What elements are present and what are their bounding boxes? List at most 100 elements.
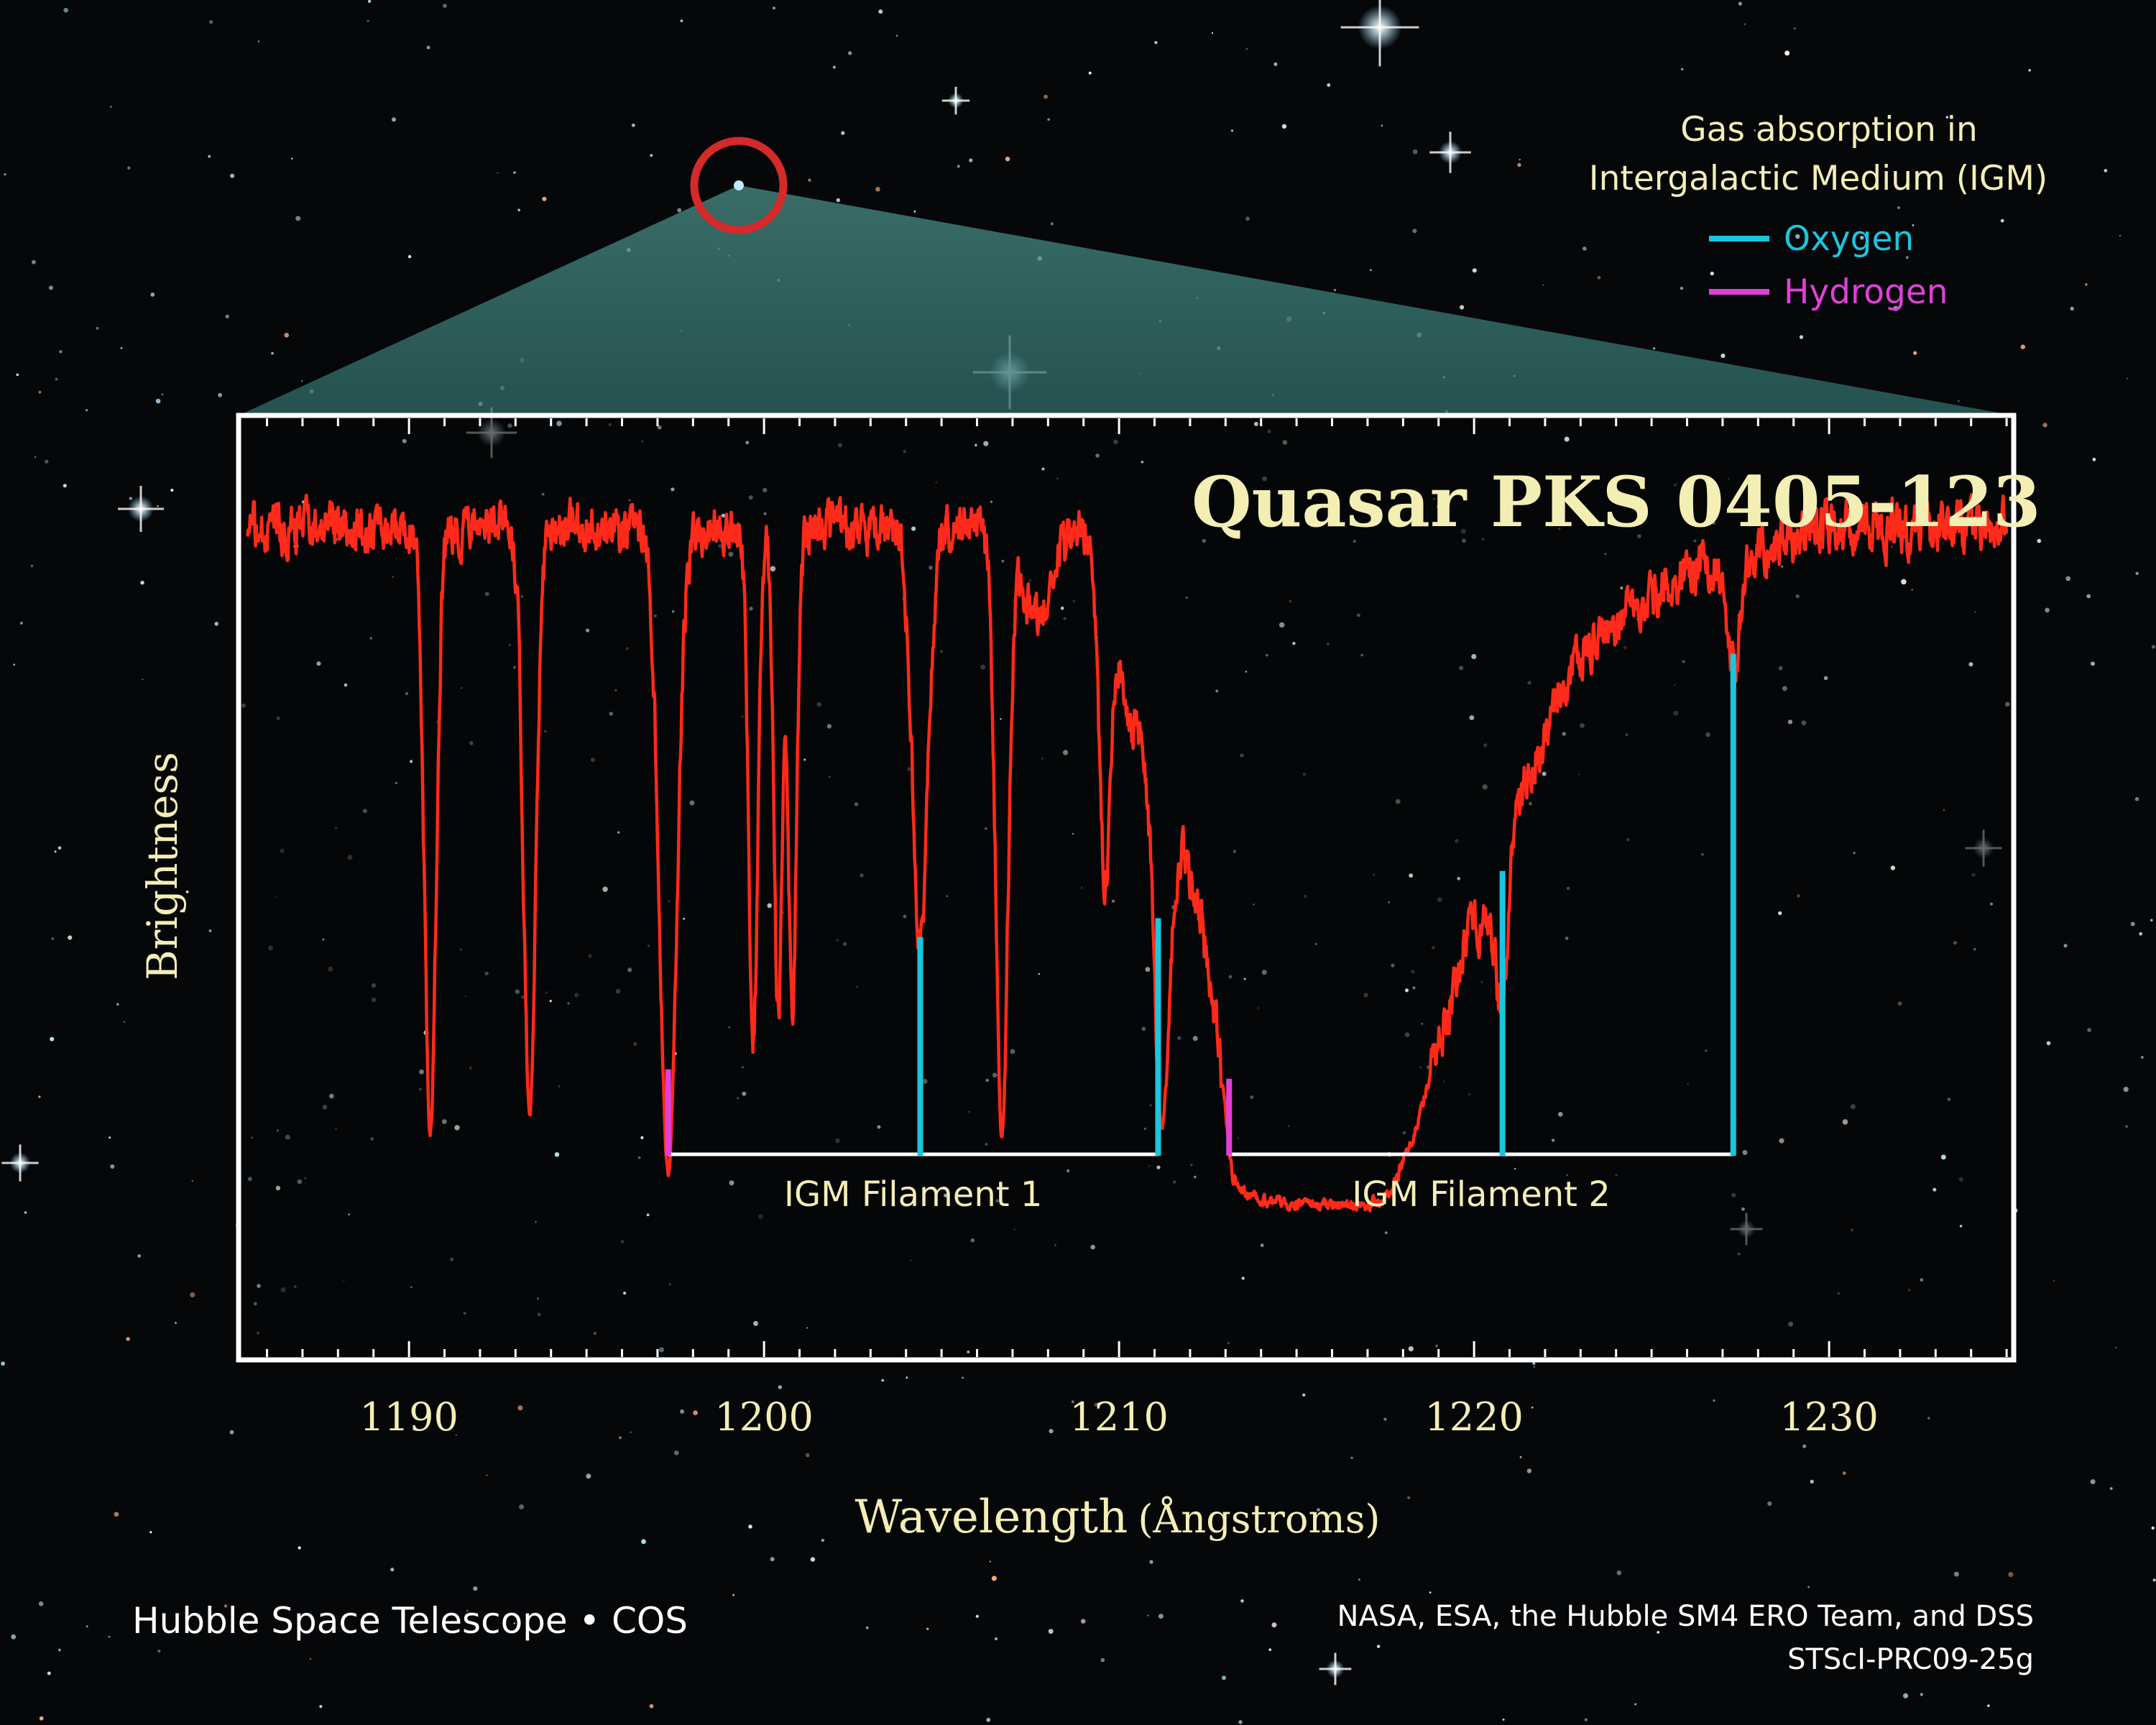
star: [157, 505, 159, 507]
star: [1376, 1644, 1381, 1648]
star: [1094, 1402, 1098, 1407]
star: [402, 438, 407, 443]
star: [2127, 377, 2128, 380]
star-spike: [1429, 132, 1471, 173]
star: [1502, 1719, 1505, 1721]
star: [1920, 1278, 1924, 1282]
star: [1408, 1346, 1414, 1352]
star: [1261, 970, 1267, 975]
star: [86, 1625, 88, 1628]
star: [1720, 353, 1726, 359]
star: [586, 1473, 591, 1479]
star: [329, 1093, 334, 1099]
star: [1472, 268, 1477, 273]
star: [770, 566, 776, 572]
star: [142, 678, 144, 681]
star: [1215, 689, 1219, 693]
star: [1519, 1456, 1522, 1458]
star: [640, 1136, 644, 1139]
star: [1564, 436, 1570, 442]
star: [1409, 873, 1414, 878]
star: [301, 380, 303, 382]
star: [1744, 23, 1746, 25]
star: [1080, 1619, 1086, 1624]
star: [1904, 1660, 1907, 1662]
star: [617, 831, 620, 834]
legend-hydrogen-label: Hydrogen: [1784, 272, 1948, 312]
star: [967, 1351, 970, 1353]
star: [732, 1593, 735, 1596]
star: [170, 488, 174, 492]
star: [1111, 899, 1115, 903]
star: [1584, 1718, 1588, 1721]
star: [841, 131, 845, 135]
star: [1945, 116, 1949, 119]
star: [298, 1546, 301, 1550]
star: [1044, 94, 1048, 99]
star: [1317, 1508, 1320, 1512]
star: [1230, 129, 1234, 132]
star-spike: [1, 1144, 39, 1182]
star: [1959, 1225, 1963, 1228]
star: [1407, 1496, 1411, 1499]
star: [1910, 132, 1912, 134]
star: [110, 1164, 115, 1169]
star: [906, 1376, 908, 1379]
star: [1508, 476, 1514, 482]
star: [486, 1474, 488, 1476]
star: [257, 1284, 261, 1288]
star: [348, 1213, 351, 1216]
star: [1767, 1501, 1772, 1506]
star-spike: [1319, 1652, 1352, 1685]
star: [2017, 1612, 2020, 1615]
credit-agencies: NASA, ESA, the Hubble SM4 ERO Team, and …: [1337, 1600, 2034, 1633]
star: [1149, 1560, 1153, 1564]
star: [1469, 715, 1475, 720]
star: [1000, 718, 1002, 720]
star: [1358, 1578, 1360, 1581]
star: [1940, 1154, 1946, 1160]
star: [214, 622, 219, 626]
star: [1842, 1471, 1846, 1476]
legend-oxygen-label: Oxygen: [1784, 219, 1914, 259]
star: [1071, 1400, 1074, 1404]
star: [513, 171, 516, 174]
star: [1533, 1366, 1535, 1368]
star: [116, 1003, 119, 1006]
star: [2119, 234, 2122, 237]
x-tick-label: 1210: [1069, 1394, 1168, 1440]
star: [2151, 645, 2156, 649]
star: [1327, 83, 1331, 87]
star: [729, 1180, 734, 1186]
star: [693, 1410, 698, 1415]
star: [63, 484, 67, 488]
star: [4, 173, 6, 176]
star: [1893, 305, 1899, 311]
star: [1897, 206, 1900, 209]
star: [1531, 1406, 1534, 1409]
star: [1903, 1693, 1909, 1698]
star: [410, 760, 413, 763]
star: [1582, 247, 1587, 251]
star: [1404, 988, 1409, 993]
star: [748, 1524, 752, 1529]
star: [721, 513, 726, 518]
star: [149, 1531, 152, 1534]
star: [1383, 1417, 1387, 1421]
star: [1192, 1036, 1198, 1041]
star: [602, 886, 608, 892]
star: [865, 1626, 869, 1629]
star: [13, 663, 16, 666]
star: [1517, 162, 1521, 167]
star: [1551, 1138, 1555, 1142]
star: [309, 1658, 312, 1660]
star: [673, 1450, 679, 1455]
star: [944, 1193, 948, 1197]
star: [291, 157, 293, 160]
filament-label-2: IGM Filament 2: [1352, 1174, 1611, 1215]
star: [680, 1409, 685, 1414]
star: [630, 1431, 632, 1433]
star: [1782, 686, 1787, 691]
star: [123, 1021, 126, 1023]
star: [586, 628, 590, 632]
